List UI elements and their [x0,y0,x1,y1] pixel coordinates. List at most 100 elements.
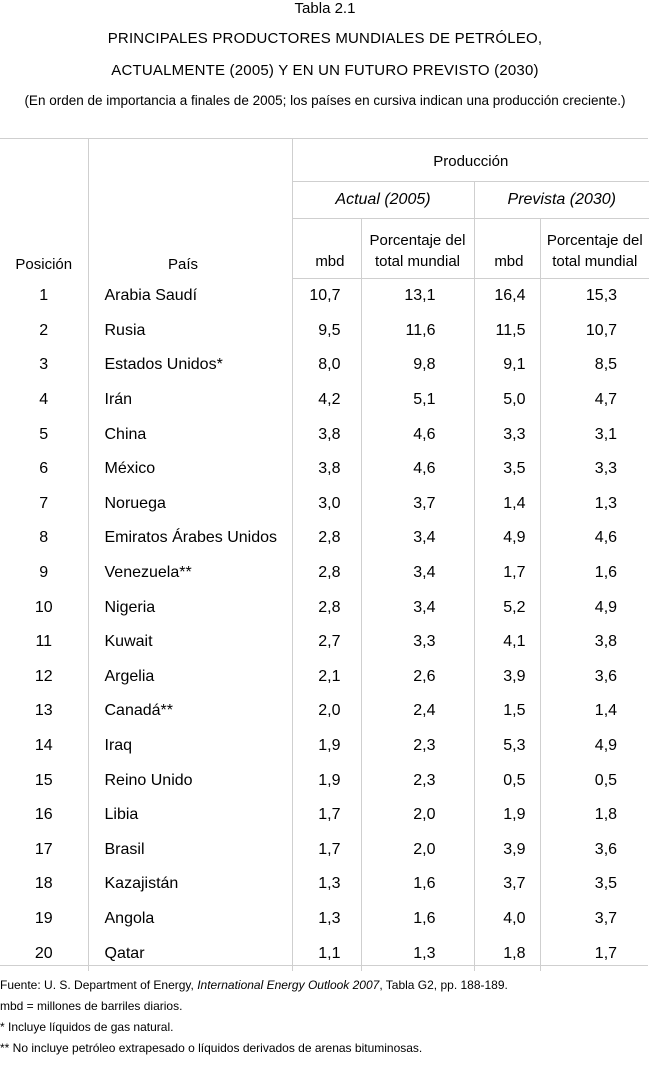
table-row: 8 Emiratos Árabes Unidos 2,8 3,4 4,9 4,6 [0,521,649,556]
cell-position: 7 [0,486,89,522]
source-suffix: , Tabla G2, pp. 188-189. [379,978,508,992]
header-pct-2030: Porcentaje del total mundial [540,218,650,279]
cell-pct-2030: 4,9 [594,737,618,755]
cell-position: 19 [0,901,89,937]
cell-mbd-2005: 2,8 [292,521,362,556]
cell-country: Canadá** [88,694,293,729]
cell-mbd-2030: 16,4 [474,278,541,314]
footnote-star: * Incluye líquidos de gas natural. [0,1020,174,1034]
cell-mbd-2030: 5,0 [474,382,541,418]
cell-country: Estados Unidos* [88,348,293,383]
cell-country: Kuwait [88,624,293,660]
cell-pct-2005: 3,4 [361,590,475,625]
cell-pct-2030: 3,3 [594,460,618,478]
cell-position: 15 [0,763,89,798]
cell-mbd-2005: 2,1 [292,659,362,695]
cell-position: 9 [0,555,89,591]
cell-pct-2005: 2,4 [361,694,475,729]
cell-pct-2005: 4,6 [361,451,475,487]
cell-country: China [88,417,293,452]
cell-position: 2 [0,313,89,349]
header-mbd-2005: mbd [292,218,362,279]
cell-country: Libia [88,797,293,833]
table-row: 9 Venezuela** 2,8 3,4 1,7 1,6 [0,555,649,591]
cell-pct-2030: 1,6 [594,564,618,582]
cell-position: 1 [0,278,89,314]
cell-position: 20 [0,936,89,971]
cell-position: 13 [0,694,89,729]
header-pct-2030-line1: Porcentaje del [546,232,643,249]
cell-pct-2005: 2,3 [361,728,475,764]
oil-producers-table: Posición País Producción Actual (2005) P… [0,138,650,971]
cell-mbd-2030: 9,1 [474,348,541,383]
cell-country: Venezuela** [88,555,293,591]
cell-country: México [88,451,293,487]
cell-mbd-2030: 11,5 [474,313,541,349]
cell-pct-2030: 3,6 [594,840,618,858]
cell-pct-2030: 4,7 [594,391,618,409]
data-table: Posición País Producción Actual (2005) P… [0,139,650,971]
cell-mbd-2005: 8,0 [292,348,362,383]
cell-pct-2030: 1,7 [594,944,618,962]
cell-pct-2005: 2,0 [361,832,475,868]
cell-position: 3 [0,348,89,383]
cell-country: Arabia Saudí [88,278,293,314]
cell-mbd-2030: 4,0 [474,901,541,937]
cell-pct-2005: 3,4 [361,521,475,556]
cell-mbd-2005: 4,2 [292,382,362,418]
table-row: 2 Rusia 9,5 11,6 11,5 10,7 [0,313,649,349]
cell-pct-2005: 4,6 [361,417,475,452]
cell-pct-2005: 13,1 [361,278,475,314]
cell-country: Brasil [88,832,293,868]
cell-pct-2005: 3,7 [361,486,475,522]
header-position-label: Posición [15,255,73,273]
cell-pct-2030: 3,1 [594,425,618,443]
cell-pct-2005: 3,4 [361,555,475,591]
header-current-2005: Actual (2005) [292,181,475,219]
cell-mbd-2030: 1,7 [474,555,541,591]
header-pct-2005: Porcentaje del total mundial [361,218,475,279]
table-row: 4 Irán 4,2 5,1 5,0 4,7 [0,382,649,418]
cell-mbd-2030: 3,5 [474,451,541,487]
table-row: 6 México 3,8 4,6 3,5 3,3 [0,451,649,487]
header-pct-2005-line2: total mundial [374,253,461,270]
cell-pct-2005: 2,0 [361,797,475,833]
cell-pct-2005: 1,3 [361,936,475,971]
header-country-label: País [167,255,198,273]
footnotes: Fuente: U. S. Department of Energy, Inte… [0,975,650,1059]
cell-mbd-2005: 2,7 [292,624,362,660]
table-row: 14 Iraq 1,9 2,3 5,3 4,9 [0,728,649,764]
table-title-line-1: PRINCIPALES PRODUCTORES MUNDIALES DE PET… [107,30,543,47]
source-publication: International Energy Outlook 2007 [197,978,380,992]
table-row: 15 Reino Unido 1,9 2,3 0,5 0,5 [0,763,649,798]
cell-mbd-2005: 1,9 [292,728,362,764]
cell-country: Qatar [88,936,293,971]
cell-country: Argelia [88,659,293,695]
table-row: 16 Libia 1,7 2,0 1,9 1,8 [0,797,649,833]
cell-pct-2030: 4,9 [594,598,618,616]
table-row: 18 Kazajistán 1,3 1,6 3,7 3,5 [0,867,649,902]
cell-position: 6 [0,451,89,487]
cell-position: 12 [0,659,89,695]
cell-pct-2005: 3,3 [361,624,475,660]
cell-mbd-2005: 3,8 [292,417,362,452]
cell-mbd-2030: 3,3 [474,417,541,452]
cell-mbd-2030: 3,9 [474,659,541,695]
cell-position: 4 [0,382,89,418]
footnote-mbd: mbd = millones de barriles diarios. [0,999,183,1013]
cell-position: 14 [0,728,89,764]
cell-pct-2030: 3,5 [594,875,618,893]
cell-pct-2030: 1,3 [594,494,618,512]
cell-pct-2005: 5,1 [361,382,475,418]
table-row: 20 Qatar 1,1 1,3 1,8 1,7 [0,936,649,971]
cell-mbd-2005: 2,8 [292,590,362,625]
cell-mbd-2005: 1,1 [292,936,362,971]
cell-pct-2030: 0,5 [594,771,618,789]
header-mbd-2030: mbd [474,218,541,279]
cell-pct-2030: 8,5 [594,356,618,374]
cell-mbd-2030: 1,5 [474,694,541,729]
cell-mbd-2005: 1,7 [292,797,362,833]
cell-country: Angola [88,901,293,937]
table-label: Tabla 2.1 [294,0,356,17]
cell-pct-2005: 2,6 [361,659,475,695]
